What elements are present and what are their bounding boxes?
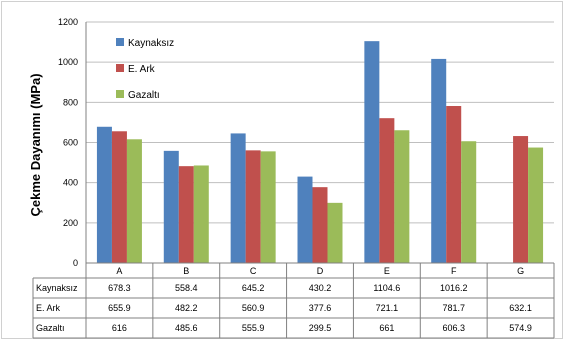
- legend-swatch-2: [116, 90, 124, 98]
- data-label: 299.5: [309, 323, 332, 333]
- y-tick-label: 1000: [58, 57, 78, 67]
- data-label: 482.2: [175, 303, 198, 313]
- data-label: 606.3: [442, 323, 465, 333]
- x-category-label: B: [183, 266, 189, 276]
- axes: 0 200 400 600 800 1000 1200: [58, 17, 87, 268]
- data-label: 560.9: [242, 303, 265, 313]
- data-label: 555.9: [242, 323, 265, 333]
- table-series-name: Gazaltı: [36, 323, 65, 333]
- y-tick-label: 200: [63, 218, 78, 228]
- data-label: 1016.2: [440, 283, 468, 293]
- bar-A-series-1: [111, 131, 127, 263]
- bar-F-series-1: [446, 106, 462, 264]
- data-label: 678.3: [108, 283, 131, 293]
- x-category-label: D: [317, 266, 324, 276]
- bar-E-series-2: [394, 130, 410, 263]
- data-label: 645.2: [242, 283, 265, 293]
- data-table: A B C D E F G Kaynaksız 678.3 558.4 645.2 430.2 1104…: [32, 262, 555, 339]
- y-tick-label: 1200: [58, 17, 78, 27]
- bar-D-series-1: [312, 187, 328, 263]
- legend-swatch-1: [116, 64, 124, 72]
- data-label: 655.9: [108, 303, 131, 313]
- bar-B-series-0: [163, 150, 179, 263]
- bar-G-series-2: [528, 147, 544, 263]
- legend-swatch-0: [116, 38, 124, 46]
- y-axis-label: Çekme Dayanımı (MPa): [28, 73, 43, 216]
- bar-C-series-1: [245, 150, 261, 263]
- legend: Kaynaksız E. Ark Gazaltı: [116, 38, 174, 101]
- bars: [96, 41, 544, 264]
- bar-B-series-1: [178, 166, 194, 263]
- bar-A-series-2: [126, 139, 142, 263]
- data-label: 574.9: [509, 323, 532, 333]
- table-series-name: Kaynaksız: [36, 283, 78, 293]
- y-tick-label: 600: [63, 138, 78, 148]
- y-tick-label: 800: [63, 97, 78, 107]
- x-category-label: G: [517, 266, 524, 276]
- data-label: 781.7: [442, 303, 465, 313]
- data-label: 661: [379, 323, 394, 333]
- x-category-label: C: [250, 266, 257, 276]
- bar-C-series-2: [260, 151, 276, 263]
- legend-label: Gazaltı: [128, 90, 160, 101]
- bar-F-series-0: [431, 58, 447, 264]
- bar-E-series-0: [364, 41, 380, 263]
- bar-F-series-2: [461, 141, 477, 263]
- data-label: 430.2: [309, 283, 332, 293]
- data-label: 377.6: [309, 303, 332, 313]
- bar-C-series-0: [230, 133, 246, 263]
- bar-E-series-1: [379, 118, 395, 264]
- bar-A-series-0: [96, 126, 112, 263]
- x-category-label: A: [116, 266, 122, 276]
- data-label: 485.6: [175, 323, 198, 333]
- x-category-label: F: [451, 266, 457, 276]
- data-label: 721.1: [376, 303, 399, 313]
- data-label: 558.4: [175, 283, 198, 293]
- data-label: 1104.6: [373, 283, 400, 293]
- y-tick-label: 400: [63, 178, 78, 188]
- bar-G-series-1: [513, 136, 529, 263]
- legend-label: Kaynaksız: [128, 38, 174, 49]
- bar-B-series-2: [193, 165, 209, 263]
- bar-D-series-2: [327, 202, 343, 263]
- legend-label: E. Ark: [128, 64, 156, 75]
- x-category-label: E: [384, 266, 390, 276]
- data-label: 616: [112, 323, 127, 333]
- y-tick-label: 0: [73, 258, 78, 268]
- bar-D-series-0: [297, 176, 313, 263]
- table-series-name: E. Ark: [36, 303, 61, 313]
- data-label: 632.1: [509, 303, 532, 313]
